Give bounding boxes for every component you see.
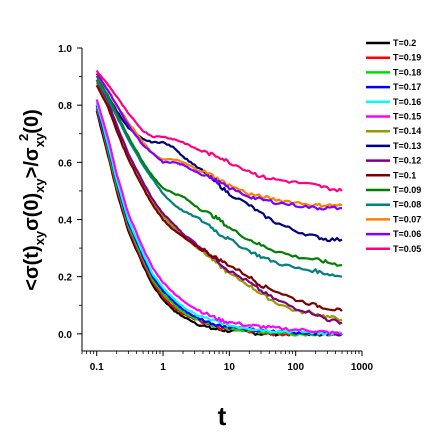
- y-tick-label: 0.4: [58, 216, 72, 227]
- legend-label: T=0.16: [393, 97, 421, 107]
- legend-label: T=0.19: [393, 53, 421, 63]
- series-lines: [95, 69, 343, 337]
- x-axis-title: t: [218, 401, 227, 431]
- ylabel-open: <σ(t): [21, 245, 43, 290]
- legend-label: T=0.13: [393, 141, 421, 151]
- legend-label: T=0.05: [393, 244, 421, 254]
- series-line: [95, 102, 343, 336]
- ylabel-sub-3: xy: [32, 132, 47, 147]
- series-line: [95, 75, 343, 267]
- x-tick-label: 100: [287, 362, 304, 373]
- ylabel-end: (0): [21, 109, 43, 133]
- plot-area: 0.1 1 10 100 1000 0.0 0.2 0.4 0.6 0.8 1.0: [58, 44, 373, 373]
- legend-label: T=0.14: [393, 126, 421, 136]
- legend-label: T=0.18: [393, 67, 421, 77]
- x-ticks: 0.1 1 10 100 1000: [81, 351, 374, 373]
- y-tick-label: 0.2: [58, 273, 72, 284]
- y-tick-label: 1.0: [58, 44, 72, 55]
- y-tick-label: 0.8: [58, 101, 72, 112]
- ylabel-sub-2: xy: [32, 178, 47, 193]
- x-tick-label: 0.1: [90, 362, 104, 373]
- legend: T=0.2 T=0.19 T=0.18 T=0.17 T=0.16 T=0.15 T=0.1…: [366, 38, 421, 254]
- ylabel-sup: 2: [16, 134, 31, 141]
- legend-label: T=0.12: [393, 156, 421, 166]
- legend-label: T=0.06: [393, 229, 421, 239]
- x-tick-label: 1000: [351, 362, 374, 373]
- x-tick-label: 10: [224, 362, 236, 373]
- y-axis-title: <σ(t)xyσ(0)xy>/σxy2(0): [16, 109, 47, 290]
- ylabel-sub-1: xy: [32, 230, 47, 245]
- legend-label: T=0.09: [393, 185, 421, 195]
- series-line: [95, 84, 343, 312]
- legend-label: T=0.2: [393, 38, 416, 48]
- ylabel-close: >/σ: [21, 147, 43, 178]
- y-tick-label: 0.6: [58, 158, 72, 169]
- x-tick-label: 1: [160, 362, 166, 373]
- series-line: [95, 99, 343, 335]
- series-line: [95, 69, 343, 193]
- series-line: [95, 79, 343, 243]
- legend-label: T=0.15: [393, 112, 421, 122]
- y-ticks: 0.0 0.2 0.4 0.6 0.8 1.0: [58, 44, 82, 341]
- legend-label: T=0.17: [393, 82, 421, 92]
- legend-label: T=0.07: [393, 214, 421, 224]
- legend-label: T=0.08: [393, 200, 421, 210]
- series-line: [95, 79, 343, 325]
- series-line: [95, 79, 343, 278]
- legend-label: T=0.1: [393, 170, 416, 180]
- y-tick-label: 0.0: [58, 330, 72, 341]
- series-line: [95, 72, 343, 211]
- series-line: [95, 108, 342, 337]
- ylabel-mid: σ(0): [21, 193, 43, 231]
- svg-text:<σ(t)xyσ(0)xy>/σxy2(0): <σ(t)xyσ(0)xy>/σxy2(0): [16, 109, 47, 290]
